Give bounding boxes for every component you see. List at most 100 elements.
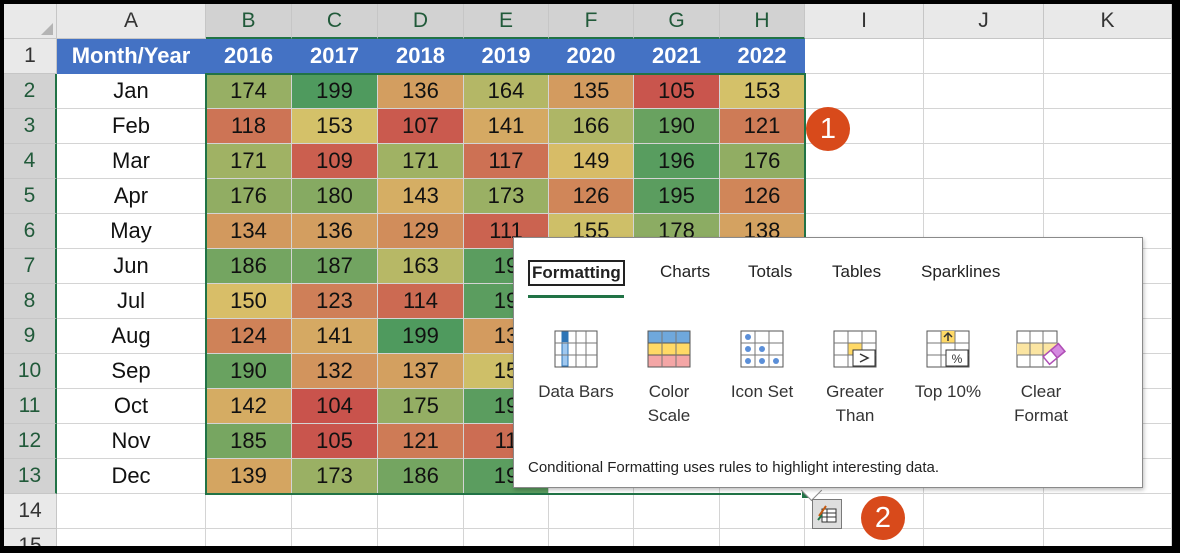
row-header-6[interactable]: 6	[4, 214, 57, 249]
row-header-4[interactable]: 4	[4, 144, 57, 179]
empty-cell[interactable]	[805, 109, 924, 144]
row-header-15[interactable]: 15	[4, 529, 57, 546]
empty-cell[interactable]	[805, 39, 924, 74]
value-cell[interactable]: 136	[292, 214, 378, 249]
value-cell[interactable]: 153	[292, 109, 378, 144]
value-cell[interactable]: 117	[464, 144, 549, 179]
value-cell[interactable]: 173	[464, 179, 549, 214]
tab-sparklines[interactable]: Sparklines	[921, 262, 1001, 281]
month-cell[interactable]: Aug	[57, 319, 206, 354]
clear-format-button[interactable]: Clear Format	[993, 330, 1089, 428]
value-cell[interactable]: 196	[634, 144, 720, 179]
value-cell[interactable]: 121	[378, 424, 464, 459]
row-header-12[interactable]: 12	[4, 424, 57, 459]
empty-cell[interactable]	[378, 529, 464, 546]
value-cell[interactable]: 149	[549, 144, 634, 179]
value-cell[interactable]: 180	[292, 179, 378, 214]
header-cell[interactable]: 2017	[292, 39, 378, 74]
month-cell[interactable]: Nov	[57, 424, 206, 459]
header-cell[interactable]: 2016	[206, 39, 292, 74]
top-10-button[interactable]: % Top 10%	[900, 330, 996, 404]
empty-cell[interactable]	[1044, 179, 1172, 214]
month-cell[interactable]: Oct	[57, 389, 206, 424]
row-header-7[interactable]: 7	[4, 249, 57, 284]
value-cell[interactable]: 174	[206, 74, 292, 109]
value-cell[interactable]: 143	[378, 179, 464, 214]
header-cell[interactable]: 2018	[378, 39, 464, 74]
month-cell[interactable]: Mar	[57, 144, 206, 179]
empty-cell[interactable]	[57, 494, 206, 529]
row-header-11[interactable]: 11	[4, 389, 57, 424]
month-cell[interactable]: Jan	[57, 74, 206, 109]
value-cell[interactable]: 104	[292, 389, 378, 424]
empty-cell[interactable]	[464, 529, 549, 546]
header-cell[interactable]: 2019	[464, 39, 549, 74]
empty-cell[interactable]	[805, 74, 924, 109]
tab-charts[interactable]: Charts	[660, 262, 711, 281]
value-cell[interactable]: 118	[206, 109, 292, 144]
value-cell[interactable]: 105	[634, 74, 720, 109]
value-cell[interactable]: 109	[292, 144, 378, 179]
empty-cell[interactable]	[805, 144, 924, 179]
empty-cell[interactable]	[1044, 109, 1172, 144]
icon-set-button[interactable]: Icon Set	[714, 330, 810, 404]
column-header-h[interactable]: H	[720, 4, 805, 39]
empty-cell[interactable]	[292, 529, 378, 546]
value-cell[interactable]: 171	[206, 144, 292, 179]
column-header-a[interactable]: A	[57, 4, 206, 39]
column-header-i[interactable]: I	[805, 4, 924, 39]
header-cell[interactable]: 2022	[720, 39, 805, 74]
value-cell[interactable]: 126	[720, 179, 805, 214]
header-cell[interactable]: 2020	[549, 39, 634, 74]
column-header-c[interactable]: C	[292, 4, 378, 39]
column-header-k[interactable]: K	[1044, 4, 1172, 39]
empty-cell[interactable]	[1044, 529, 1172, 546]
value-cell[interactable]: 153	[720, 74, 805, 109]
value-cell[interactable]: 176	[206, 179, 292, 214]
empty-cell[interactable]	[805, 179, 924, 214]
value-cell[interactable]: 129	[378, 214, 464, 249]
row-header-1[interactable]: 1	[4, 39, 57, 74]
select-all-corner[interactable]	[4, 4, 57, 39]
empty-cell[interactable]	[924, 494, 1044, 529]
value-cell[interactable]: 141	[464, 109, 549, 144]
month-cell[interactable]: Feb	[57, 109, 206, 144]
value-cell[interactable]: 142	[206, 389, 292, 424]
tab-totals[interactable]: Totals	[748, 262, 793, 281]
value-cell[interactable]: 190	[634, 109, 720, 144]
header-cell[interactable]: Month/Year	[57, 39, 206, 74]
tab-formatting[interactable]: Formatting	[528, 260, 625, 286]
header-cell[interactable]: 2021	[634, 39, 720, 74]
month-cell[interactable]: Dec	[57, 459, 206, 494]
empty-cell[interactable]	[206, 494, 292, 529]
value-cell[interactable]: 199	[378, 319, 464, 354]
month-cell[interactable]: Jul	[57, 284, 206, 319]
empty-cell[interactable]	[805, 529, 924, 546]
row-header-14[interactable]: 14	[4, 494, 57, 529]
value-cell[interactable]: 107	[378, 109, 464, 144]
value-cell[interactable]: 124	[206, 319, 292, 354]
empty-cell[interactable]	[206, 529, 292, 546]
value-cell[interactable]: 186	[378, 459, 464, 494]
column-header-e[interactable]: E	[464, 4, 549, 39]
data-bars-button[interactable]: Data Bars	[528, 330, 624, 404]
empty-cell[interactable]	[924, 39, 1044, 74]
value-cell[interactable]: 126	[549, 179, 634, 214]
value-cell[interactable]: 199	[292, 74, 378, 109]
empty-cell[interactable]	[924, 74, 1044, 109]
value-cell[interactable]: 163	[378, 249, 464, 284]
empty-cell[interactable]	[1044, 494, 1172, 529]
value-cell[interactable]: 136	[378, 74, 464, 109]
month-cell[interactable]: Apr	[57, 179, 206, 214]
value-cell[interactable]: 132	[292, 354, 378, 389]
empty-cell[interactable]	[924, 109, 1044, 144]
empty-cell[interactable]	[57, 529, 206, 546]
column-header-f[interactable]: F	[549, 4, 634, 39]
empty-cell[interactable]	[720, 529, 805, 546]
greater-than-button[interactable]: Greater Than	[807, 330, 903, 428]
value-cell[interactable]: 105	[292, 424, 378, 459]
month-cell[interactable]: Jun	[57, 249, 206, 284]
empty-cell[interactable]	[378, 494, 464, 529]
value-cell[interactable]: 123	[292, 284, 378, 319]
month-cell[interactable]: Sep	[57, 354, 206, 389]
